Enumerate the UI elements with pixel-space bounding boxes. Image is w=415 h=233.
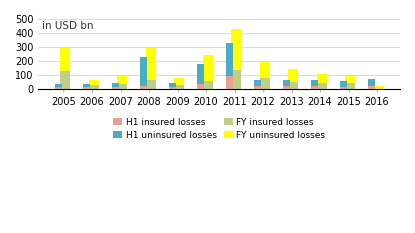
Bar (88, 80, 98, 86)
Bar (55, 87, 62, 89)
Bar (231, 29, 241, 70)
Bar (283, 86, 290, 89)
Bar (317, 83, 327, 89)
Legend: H1 insured losses, H1 uninsured losses, FY insured losses, FY uninsured losses: H1 insured losses, H1 uninsured losses, … (109, 114, 329, 143)
Bar (83, 84, 90, 87)
Bar (169, 83, 176, 87)
Bar (117, 84, 127, 89)
Bar (203, 81, 212, 89)
Bar (254, 86, 261, 89)
Bar (340, 87, 347, 89)
Bar (55, 84, 62, 87)
Bar (226, 43, 233, 76)
Bar (345, 83, 355, 89)
Bar (140, 57, 147, 86)
Bar (288, 82, 298, 89)
Bar (259, 79, 270, 89)
Bar (117, 76, 127, 84)
Bar (345, 76, 355, 83)
Bar (197, 64, 205, 84)
Bar (112, 87, 119, 89)
Bar (60, 48, 70, 71)
Bar (259, 62, 270, 79)
Bar (112, 83, 119, 87)
Bar (83, 87, 90, 89)
Bar (311, 86, 318, 89)
Bar (140, 86, 147, 89)
Bar (197, 84, 205, 89)
Bar (317, 74, 327, 83)
Bar (60, 71, 70, 89)
Bar (146, 48, 156, 80)
Bar (340, 81, 347, 87)
Bar (254, 80, 261, 86)
Bar (203, 55, 212, 81)
Bar (146, 80, 156, 89)
Bar (174, 86, 184, 89)
Text: in USD bn: in USD bn (42, 21, 93, 31)
Bar (374, 86, 383, 89)
Bar (369, 79, 376, 86)
Bar (283, 80, 290, 86)
Bar (169, 87, 176, 89)
Bar (369, 86, 376, 89)
Bar (226, 76, 233, 89)
Bar (288, 69, 298, 82)
Bar (231, 70, 241, 89)
Bar (174, 79, 184, 86)
Bar (88, 86, 98, 89)
Bar (311, 80, 318, 86)
